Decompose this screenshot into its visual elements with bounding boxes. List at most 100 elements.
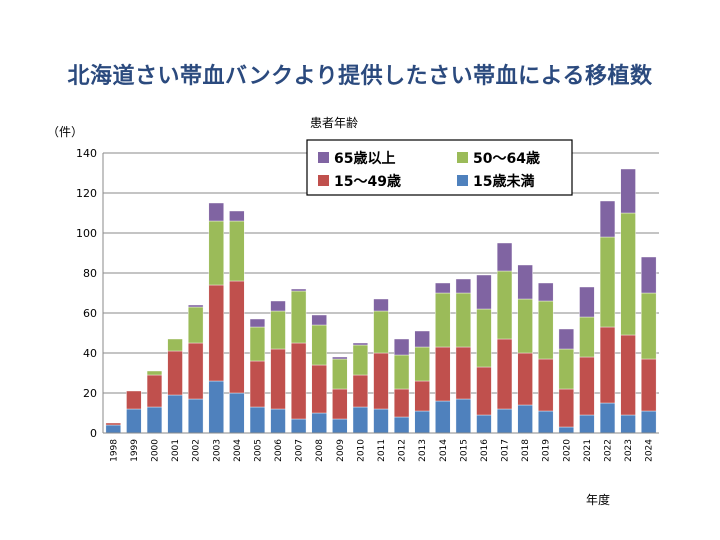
y-tick-label: 100 <box>76 227 97 240</box>
slide-title: 北海道さい帯血バンクより提供したさい帯血による移植数 <box>67 64 653 89</box>
x-tick-label: 2017 <box>501 439 511 462</box>
y-tick-label: 140 <box>76 147 97 160</box>
bar-segment <box>352 406 369 434</box>
legend-swatch <box>318 175 329 186</box>
bar-segment <box>270 310 286 350</box>
bar-segment <box>414 380 430 412</box>
bar-segment <box>291 342 307 420</box>
x-tick-label: 1999 <box>130 439 140 462</box>
bar-segment <box>291 418 307 434</box>
legend-swatch <box>457 152 468 163</box>
bar-segment <box>291 288 307 292</box>
bar-segment <box>558 348 574 390</box>
legend-swatch <box>457 175 468 186</box>
bar-segment <box>579 356 595 416</box>
x-axis-label: 年度 <box>586 492 610 507</box>
bar-segment <box>229 220 245 282</box>
bar-segment <box>414 346 430 382</box>
bar-segment <box>476 308 492 368</box>
bar-segment <box>620 212 636 336</box>
x-tick-label: 2004 <box>233 439 243 462</box>
bar-segment <box>208 202 224 222</box>
x-tick-label: 2016 <box>480 439 490 462</box>
bar-segment <box>373 408 389 434</box>
bar-segment <box>455 398 471 434</box>
x-tick-label: 2023 <box>624 439 634 462</box>
bar-segment <box>188 306 204 344</box>
x-tick-label: 2012 <box>398 439 408 462</box>
x-tick-label: 1998 <box>109 439 119 462</box>
bar-segment <box>517 298 533 354</box>
bar-segment <box>208 380 224 434</box>
bar-segment <box>352 342 369 346</box>
bar-segment <box>373 298 389 312</box>
x-tick-label: 2000 <box>150 439 160 462</box>
bar-segment <box>435 282 451 294</box>
bar-segment <box>496 338 513 410</box>
bar-segment <box>249 406 266 434</box>
bar-segment <box>435 292 451 348</box>
bar-segment <box>641 358 657 412</box>
bar-segment <box>579 316 595 358</box>
x-tick-label: 2022 <box>604 439 614 462</box>
x-tick-label: 2014 <box>439 439 449 462</box>
x-tick-label: 2005 <box>253 439 263 462</box>
bar-segment <box>538 358 554 412</box>
bar-segment <box>476 274 492 310</box>
bar-segment <box>641 410 657 434</box>
bar-segment <box>270 408 286 434</box>
legend-entry: 15歳未満 <box>473 173 534 190</box>
x-tick-label: 2020 <box>562 439 572 462</box>
bar-segment <box>167 350 183 396</box>
legend-box <box>306 139 573 196</box>
bar-segment <box>599 326 616 404</box>
bar-segment <box>146 370 163 376</box>
bar-segment <box>126 408 142 434</box>
bar-segment <box>311 364 327 414</box>
legend-title: 患者年齢 <box>310 115 358 130</box>
bar-segment <box>373 310 389 354</box>
bar-segment <box>352 344 369 376</box>
x-tick-label: 2002 <box>192 439 202 462</box>
legend-entry: 50～64歳 <box>473 150 540 167</box>
bar-segment <box>599 236 616 328</box>
y-axis-label: （件） <box>47 125 83 139</box>
bar-segment <box>641 292 657 360</box>
bar-segment <box>249 360 266 408</box>
bar-segment <box>105 424 121 434</box>
y-tick-label: 0 <box>90 427 97 440</box>
bar-segment <box>517 264 533 300</box>
bar-segment <box>332 388 348 420</box>
bar-segment <box>538 300 554 360</box>
bar-segment <box>188 342 204 400</box>
x-tick-label: 2013 <box>418 439 428 462</box>
x-tick-label: 2001 <box>171 439 181 462</box>
bar-segment <box>558 328 574 350</box>
bar-segment <box>188 304 204 308</box>
bar-segment <box>517 352 533 406</box>
bar-segment <box>311 412 327 434</box>
legend: 65歳以上 50～64歳 15～49歳 15歳未満 <box>306 139 573 196</box>
bar-segment <box>620 168 636 214</box>
bar-segment <box>455 292 471 348</box>
bar-segment <box>496 242 513 272</box>
bar-segment <box>105 422 121 426</box>
bar-segment <box>476 414 492 434</box>
bar-segment <box>641 256 657 294</box>
x-tick-label: 2021 <box>583 439 593 462</box>
bar-segment <box>167 338 183 352</box>
bar-segment <box>414 330 430 348</box>
x-tick-label: 2015 <box>459 439 469 462</box>
legend-swatch <box>318 152 329 163</box>
bar-segment <box>558 388 574 428</box>
bar-segment <box>332 358 348 390</box>
bar-segment <box>146 374 163 408</box>
x-tick-label: 2007 <box>295 439 305 462</box>
axes <box>102 153 659 434</box>
bar-segment <box>476 366 492 416</box>
bar-segment <box>538 410 554 434</box>
x-tick-label: 2003 <box>212 439 222 462</box>
x-tick-label: 2006 <box>274 439 284 462</box>
x-tick-label: 2018 <box>521 439 531 462</box>
x-tick-labels: 1998 1999 2000 2001 2002 2003 2004 2005 2006 2007… <box>109 439 654 462</box>
